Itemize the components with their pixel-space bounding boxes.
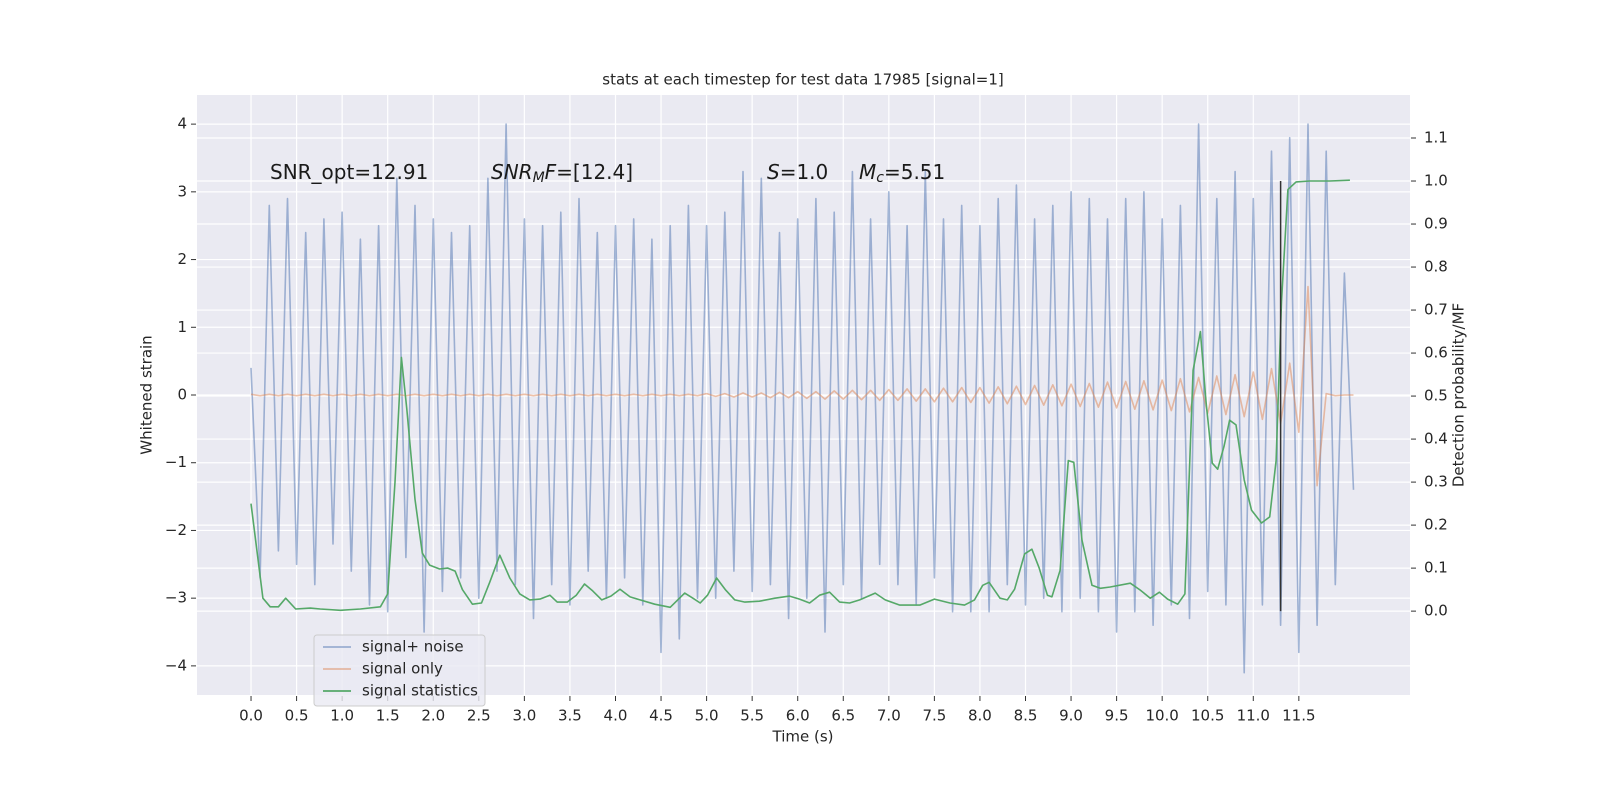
x-tick-label: 0.0 bbox=[239, 707, 263, 725]
x-tick-label: 9.0 bbox=[1059, 707, 1083, 725]
x-tick-label: 7.5 bbox=[922, 707, 946, 725]
x-tick-label: 7.0 bbox=[877, 707, 901, 725]
y-tick-label: 4 bbox=[177, 115, 187, 133]
x-tick-label: 10.0 bbox=[1145, 707, 1178, 725]
annotation-part: SNR_opt=12.91 bbox=[270, 160, 428, 184]
marks bbox=[250, 123, 1355, 674]
y2-tick-label: 0.6 bbox=[1424, 344, 1448, 362]
legend-label: signal+ noise bbox=[362, 638, 464, 656]
y-tick-label: −2 bbox=[165, 521, 187, 539]
annotation-part: =5.51 bbox=[884, 160, 945, 184]
x-tick-label: 0.5 bbox=[285, 707, 309, 725]
x-tick-label: 10.5 bbox=[1191, 707, 1224, 725]
annotation-part: =1.0 bbox=[780, 160, 829, 184]
y2-tick-label: 0.5 bbox=[1424, 387, 1448, 405]
x-tick-label: 2.0 bbox=[421, 707, 445, 725]
legend-label: signal only bbox=[362, 660, 443, 678]
y-tick-label: 1 bbox=[177, 318, 187, 336]
x-tick-label: 4.0 bbox=[604, 707, 628, 725]
annotation-part: M bbox=[859, 160, 876, 184]
y2-tick-label: 0.4 bbox=[1424, 430, 1448, 448]
annotation-part: S bbox=[767, 160, 780, 184]
annotation: SNR_opt=12.91 bbox=[270, 160, 428, 184]
y2-tick-label: 0.1 bbox=[1424, 559, 1448, 577]
y-tick-label: 0 bbox=[177, 386, 187, 404]
y2-tick-label: 1.1 bbox=[1424, 129, 1448, 147]
y-tick-label: −1 bbox=[165, 453, 187, 471]
series-line bbox=[250, 285, 1354, 487]
x-axis-label: Time (s) bbox=[772, 728, 834, 746]
y2-axis-label: Detection probability/MF bbox=[1450, 303, 1468, 487]
y-axis-label: Whitened strain bbox=[138, 335, 156, 454]
series-line bbox=[250, 179, 1350, 612]
chart-title: stats at each timestep for test data 179… bbox=[602, 71, 1003, 89]
x-tick-label: 6.0 bbox=[786, 707, 810, 725]
annotation: Mc=5.51 bbox=[859, 160, 945, 187]
y2-tick-label: 0.7 bbox=[1424, 301, 1448, 319]
series-line bbox=[250, 123, 1355, 674]
legend-box bbox=[313, 634, 486, 707]
annotation-part: F bbox=[545, 160, 557, 184]
y2-tick-label: 0.2 bbox=[1424, 516, 1448, 534]
annotation: S=1.0 bbox=[767, 160, 828, 184]
legend-label: signal statistics bbox=[362, 682, 478, 700]
annotation-part: =[12.4] bbox=[556, 160, 633, 184]
x-tick-label: 1.5 bbox=[376, 707, 400, 725]
y-tick-label: 3 bbox=[177, 182, 187, 200]
y2-tick-label: 0.0 bbox=[1424, 602, 1448, 620]
legend: signal+ noise signal only signal statistic… bbox=[313, 634, 486, 707]
x-tick-label: 8.5 bbox=[1014, 707, 1038, 725]
y2-tick-label: 0.8 bbox=[1424, 258, 1448, 276]
annotation-part: M bbox=[533, 170, 545, 186]
annotation-part: c bbox=[876, 170, 884, 186]
y2-tick-label: 0.3 bbox=[1424, 473, 1448, 491]
x-tick-label: 8.0 bbox=[968, 707, 992, 725]
x-tick-label: 11.5 bbox=[1282, 707, 1315, 725]
x-tick-label: 5.5 bbox=[740, 707, 764, 725]
x-tick-label: 4.5 bbox=[649, 707, 673, 725]
x-tick-label: 1.0 bbox=[330, 707, 354, 725]
x-tick-label: 6.5 bbox=[831, 707, 855, 725]
x-tick-label: 2.5 bbox=[467, 707, 491, 725]
annotation-part: SNR bbox=[491, 160, 533, 184]
y-tick-label: 2 bbox=[177, 250, 187, 268]
x-tick-label: 3.5 bbox=[558, 707, 582, 725]
y-tick-label: −3 bbox=[165, 589, 187, 607]
y-tick-label: −4 bbox=[165, 656, 187, 674]
y2-tick-label: 0.9 bbox=[1424, 215, 1448, 233]
annotation: SNRMF=[12.4] bbox=[491, 160, 633, 187]
y2-tick-label: 1.0 bbox=[1424, 172, 1448, 190]
axes: −4 −3 −2 −1 0 1 2 3 4 0.0 0.1 0.2 0.3 0.4 0.5 0.6 0.7 0.8… bbox=[165, 115, 1448, 725]
x-tick-label: 11.0 bbox=[1237, 707, 1270, 725]
x-tick-label: 9.5 bbox=[1105, 707, 1129, 725]
x-tick-label: 5.0 bbox=[695, 707, 719, 725]
x-tick-label: 3.0 bbox=[512, 707, 536, 725]
